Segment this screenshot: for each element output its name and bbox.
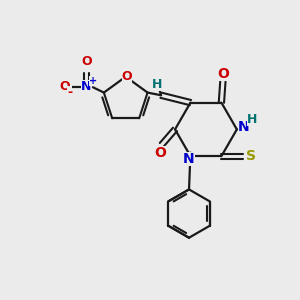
Text: H: H bbox=[247, 113, 257, 127]
Text: -: - bbox=[67, 86, 72, 99]
Text: O: O bbox=[81, 55, 92, 68]
Text: N: N bbox=[183, 152, 195, 166]
Text: +: + bbox=[89, 76, 97, 85]
Text: H: H bbox=[152, 78, 163, 91]
Text: S: S bbox=[246, 149, 256, 163]
Text: N: N bbox=[238, 120, 249, 134]
Text: O: O bbox=[217, 67, 229, 81]
Text: O: O bbox=[154, 146, 166, 160]
Text: O: O bbox=[60, 80, 70, 93]
Text: N: N bbox=[81, 80, 92, 93]
Text: O: O bbox=[122, 70, 133, 83]
